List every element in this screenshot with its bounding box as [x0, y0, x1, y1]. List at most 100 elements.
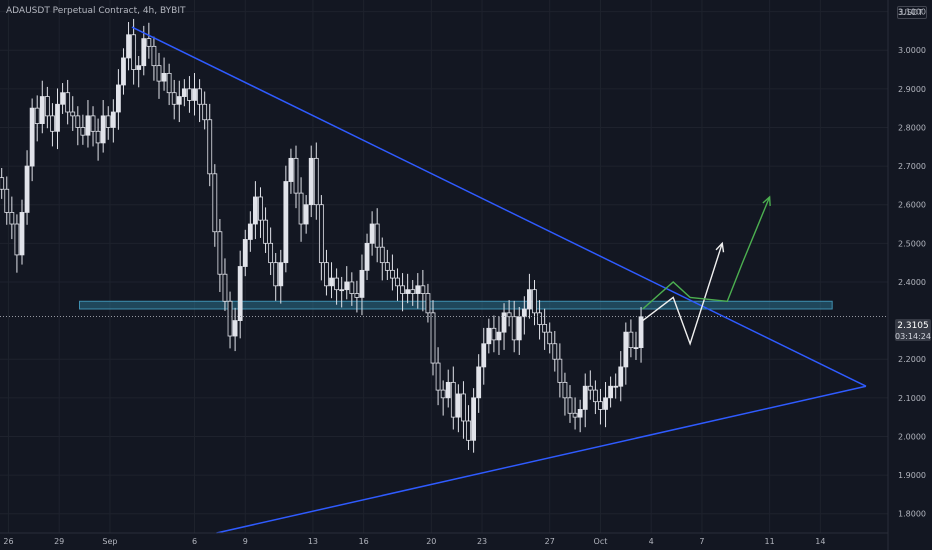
annotations-layer — [131, 26, 867, 534]
x-tick-label: 7 — [699, 537, 704, 546]
x-tick-label: 9 — [243, 537, 248, 546]
candle-body — [85, 115, 91, 136]
candle-body — [552, 343, 558, 360]
candle-body — [435, 362, 441, 391]
candle-body — [70, 111, 76, 117]
candle-body — [577, 409, 583, 418]
candle-body — [354, 293, 360, 298]
candle-body — [75, 115, 81, 128]
symbol-title[interactable]: ADAUSDT Perpetual Contract, 4h, BYBIT — [6, 6, 186, 16]
y-tick-label: 3.1000 — [898, 8, 926, 17]
candle-body — [592, 389, 598, 403]
candle-body — [293, 157, 299, 194]
candle-body — [572, 412, 578, 418]
zone-layer — [78, 300, 833, 310]
candle-body — [9, 212, 15, 225]
candle-body — [557, 358, 563, 383]
candle-body — [521, 308, 527, 318]
candle-body — [324, 262, 329, 287]
candle-body — [202, 103, 208, 121]
candle-body — [156, 65, 162, 82]
last-price-tag: 2.3105 03:14:24 — [895, 319, 931, 341]
candle-body — [476, 366, 482, 399]
candle-body — [242, 239, 248, 267]
candle-body — [146, 38, 152, 47]
candle-body — [410, 289, 416, 294]
time-axis[interactable]: 26 29 Sep 6 9 13 16 20 23 27 Oct 4 7 11 14 — [3, 537, 825, 546]
y-tick-label: 2.7000 — [898, 162, 926, 171]
candle-body — [542, 324, 548, 333]
candle-body — [329, 277, 334, 287]
candle-body — [298, 192, 304, 225]
candle-body — [247, 223, 253, 240]
candle-body — [496, 331, 502, 341]
candle-body — [537, 312, 542, 325]
candle-body — [39, 96, 45, 124]
candle-body — [308, 157, 314, 206]
candle-body — [116, 84, 121, 113]
y-tick-label: 2.9000 — [898, 85, 926, 94]
last-price-value: 2.3105 — [897, 321, 929, 331]
candle-body — [379, 246, 385, 264]
candle-body — [527, 289, 532, 310]
candle-body — [110, 111, 116, 128]
y-tick-label: 2.4000 — [898, 278, 926, 287]
x-tick-label: 14 — [815, 537, 825, 546]
candle-body — [207, 119, 213, 175]
candle-body — [121, 57, 126, 86]
candle-body — [278, 262, 284, 287]
candle-body — [50, 115, 55, 132]
candles-layer — [0, 18, 888, 453]
candle-body — [359, 269, 365, 298]
candle-body — [567, 397, 573, 414]
candle-body — [95, 130, 101, 144]
x-tick-label: 16 — [359, 537, 369, 546]
projection-arrowhead — [762, 195, 771, 207]
candle-body — [187, 88, 192, 101]
candle-body — [501, 312, 507, 333]
candle-body — [491, 327, 497, 341]
candle-body — [313, 157, 319, 206]
candle-body — [253, 196, 258, 225]
candle-body — [608, 385, 614, 399]
candle-body — [364, 242, 370, 271]
x-tick-label: 13 — [308, 537, 318, 546]
candle-body — [415, 285, 421, 294]
y-tick-label: 2.1000 — [898, 394, 926, 403]
candle-body — [420, 285, 426, 294]
currency-badge[interactable]: USDT — [897, 6, 927, 19]
candle-body — [582, 385, 588, 410]
price-axis[interactable]: 3.1000 3.0000 2.9000 2.8000 2.7000 2.6000 2.50… — [898, 8, 926, 519]
candle-body — [349, 281, 355, 294]
candle-body — [471, 397, 477, 441]
candle-body — [425, 293, 431, 314]
candle-body — [440, 389, 446, 399]
candle-body — [227, 300, 233, 337]
candle-body — [303, 204, 309, 225]
candle-body — [0, 177, 5, 190]
y-tick-label: 1.8000 — [898, 510, 926, 519]
candle-body — [618, 366, 624, 387]
candle-body — [603, 397, 608, 410]
candle-body — [166, 72, 172, 94]
x-tick-label: 27 — [545, 537, 555, 546]
candle-body — [466, 420, 471, 441]
candle-body — [100, 115, 106, 144]
candle-body — [405, 289, 411, 294]
candle-body — [369, 223, 375, 244]
candle-body — [29, 107, 35, 167]
y-tick-label: 2.5000 — [898, 239, 926, 248]
candle-body — [126, 34, 131, 59]
horizontal-zone — [78, 300, 833, 310]
candle-body — [461, 393, 466, 422]
candle-body — [131, 34, 137, 70]
x-tick-label: 26 — [3, 537, 13, 546]
candle-body — [105, 115, 111, 128]
candle-body — [44, 96, 50, 117]
projection-path — [642, 196, 771, 310]
candle-body — [237, 266, 243, 321]
candle-body — [511, 316, 517, 341]
trendline — [131, 26, 867, 387]
candle-body — [334, 277, 339, 291]
